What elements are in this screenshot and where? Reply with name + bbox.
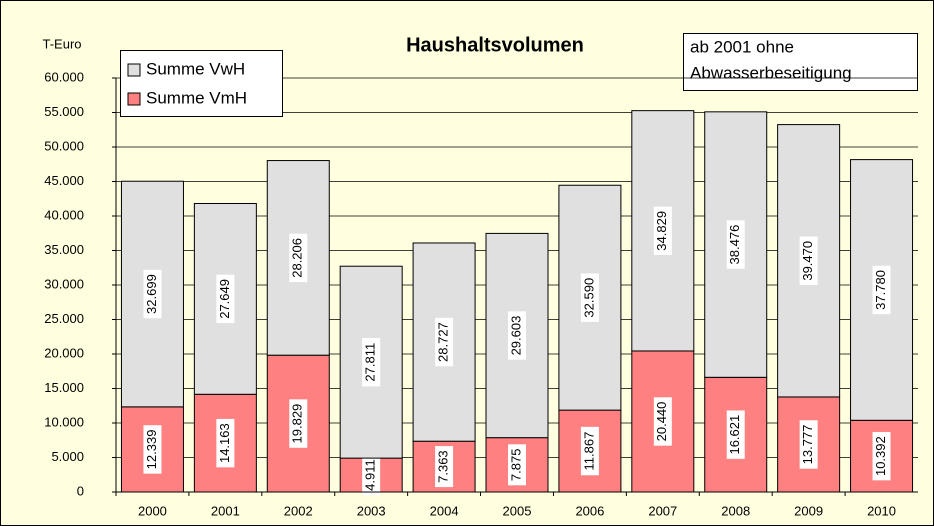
y-tick-label: 20.000 (44, 345, 84, 360)
y-tick-label: 50.000 (44, 138, 84, 153)
value-label: 16.621 (727, 415, 742, 455)
value-label-bg (289, 399, 308, 448)
value-label-bg (653, 206, 672, 256)
value-label-bg (872, 431, 891, 481)
value-label: 7.875 (508, 449, 523, 482)
value-label-bg (580, 273, 599, 322)
value-label: 39.470 (800, 241, 815, 281)
y-tick-label: 60.000 (44, 69, 84, 84)
legend-swatch (127, 63, 141, 77)
y-tick-label: 40.000 (44, 207, 84, 222)
y-axis-label: T-Euro (42, 36, 81, 51)
value-label: 14.163 (217, 423, 232, 463)
value-label-bg (435, 317, 454, 367)
y-tick-label: 30.000 (44, 276, 84, 291)
value-label-bg (289, 233, 308, 283)
value-label: 13.777 (800, 425, 815, 465)
x-tick-label: 2009 (794, 503, 823, 518)
x-tick-label: 2007 (648, 503, 677, 518)
value-label: 20.440 (654, 402, 669, 442)
value-label: 34.829 (654, 211, 669, 251)
value-label-bg (508, 444, 526, 486)
annotation: ab 2001 ohne (690, 37, 794, 56)
annotation: Abwasserbeseitigung (690, 63, 852, 82)
y-tick-label: 45.000 (44, 173, 84, 188)
value-label: 27.649 (217, 279, 232, 319)
y-tick-label: 5.000 (51, 449, 84, 464)
value-label: 32.590 (581, 278, 596, 318)
value-label-bg (508, 311, 526, 360)
legend-label: Summe VwH (146, 59, 245, 78)
value-label-bg (726, 220, 745, 269)
annotation-box (683, 33, 918, 91)
y-tick-label: 0 (77, 483, 84, 498)
value-label: 10.392 (873, 436, 888, 476)
x-tick-label: 2004 (430, 503, 459, 518)
x-tick-label: 2000 (138, 503, 167, 518)
y-tick-label: 10.000 (44, 414, 84, 429)
value-label-bg (872, 265, 891, 315)
value-label: 38.476 (727, 225, 742, 265)
x-tick-label: 2003 (357, 503, 386, 518)
value-label: 37.780 (873, 270, 888, 310)
value-label: 28.206 (290, 238, 305, 278)
value-label: 19.829 (290, 404, 305, 444)
x-tick-label: 2010 (867, 503, 896, 518)
x-tick-label: 2002 (284, 503, 313, 518)
value-label: 28.727 (436, 322, 451, 362)
value-label: 4.911 (363, 459, 378, 491)
legend-label: Summe VmH (146, 88, 247, 107)
value-label-bg (216, 418, 235, 468)
y-tick-label: 25.000 (44, 311, 84, 326)
value-label-bg (653, 397, 672, 446)
value-label: 32.699 (144, 274, 159, 314)
value-label-bg (799, 236, 818, 285)
value-label-bg (216, 274, 235, 324)
value-label: 27.811 (363, 343, 378, 382)
y-tick-label: 15.000 (44, 380, 84, 395)
chart-title: Haushaltsvolumen (406, 34, 584, 56)
x-tick-label: 2001 (211, 503, 240, 518)
x-tick-label: 2006 (575, 503, 604, 518)
y-tick-label: 35.000 (44, 242, 84, 257)
x-tick-label: 2005 (503, 503, 532, 518)
legend-box (120, 50, 283, 117)
value-label: 29.603 (508, 316, 523, 356)
value-label-bg (362, 454, 381, 496)
value-label-bg (799, 420, 818, 469)
value-label-bg (143, 269, 162, 319)
x-tick-label: 2008 (721, 503, 750, 518)
value-label-bg (435, 446, 454, 488)
value-label-bg (143, 425, 162, 474)
value-label: 12.339 (144, 430, 159, 470)
value-label-bg (726, 410, 745, 459)
value-label: 7.363 (436, 450, 451, 483)
legend-swatch (127, 92, 141, 106)
value-label-bg (362, 337, 381, 387)
value-label-bg (580, 426, 599, 476)
value-label: 11.867 (581, 432, 596, 471)
y-tick-label: 55.000 (44, 104, 84, 119)
